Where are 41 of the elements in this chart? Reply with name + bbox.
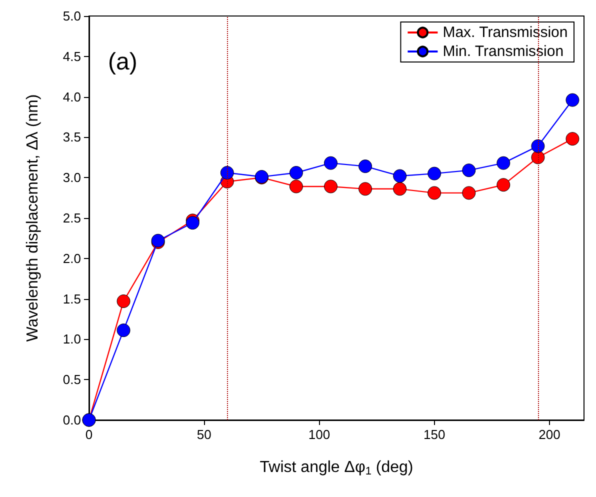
point bbox=[324, 180, 338, 194]
y-tick-label: 3.0 bbox=[62, 170, 81, 186]
x-tick-label: 100 bbox=[308, 427, 330, 442]
y-tick-label: 4.5 bbox=[62, 48, 81, 64]
y-tick-label: 0.5 bbox=[62, 372, 81, 388]
point bbox=[496, 156, 510, 170]
point bbox=[186, 216, 200, 230]
x-tick-label: 0 bbox=[85, 427, 93, 442]
x-tick-label: 200 bbox=[538, 427, 560, 442]
point bbox=[566, 132, 580, 146]
y-axis-title: Wavelength displacement, Δλ (nm) bbox=[24, 94, 42, 342]
point bbox=[531, 139, 545, 153]
point bbox=[393, 182, 407, 196]
point bbox=[358, 182, 372, 196]
point bbox=[428, 186, 442, 200]
y-tick-label: 5.0 bbox=[62, 8, 81, 24]
y-tick-label: 2.0 bbox=[62, 250, 81, 266]
point bbox=[428, 166, 442, 180]
y-tick-label: 0.0 bbox=[62, 412, 81, 428]
x-tick-label: 50 bbox=[196, 427, 212, 442]
legend-label: Max. Transmission bbox=[442, 24, 568, 41]
point bbox=[289, 166, 303, 180]
point bbox=[462, 164, 476, 178]
y-tick-label: 1.5 bbox=[62, 291, 81, 306]
point bbox=[496, 178, 510, 192]
y-tick-label: 3.5 bbox=[62, 130, 81, 145]
y-tick-label: 4.0 bbox=[62, 89, 81, 104]
annotation: (a) bbox=[108, 48, 138, 76]
point bbox=[289, 180, 303, 194]
point bbox=[566, 93, 580, 107]
point bbox=[324, 156, 338, 170]
point bbox=[116, 324, 130, 338]
x-tick-label: 150 bbox=[423, 427, 446, 442]
y-tick-label: 2.5 bbox=[62, 210, 81, 226]
point bbox=[220, 166, 234, 180]
point bbox=[462, 186, 476, 200]
point bbox=[116, 294, 130, 308]
legend-label: Min. Transmission bbox=[442, 43, 564, 60]
point bbox=[393, 169, 407, 183]
point bbox=[358, 160, 372, 174]
y-tick-label: 1.0 bbox=[62, 332, 81, 347]
